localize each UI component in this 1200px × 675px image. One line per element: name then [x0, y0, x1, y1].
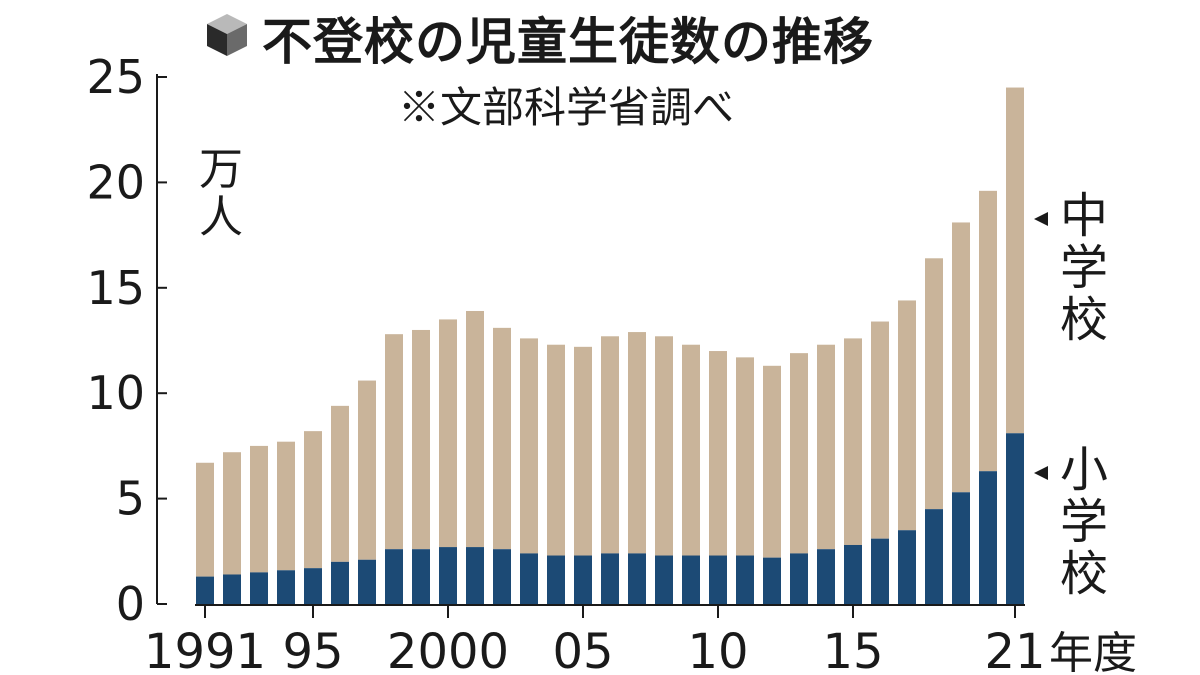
bar-elementary-2014 [817, 549, 835, 604]
bar-elementary-1991 [196, 576, 214, 604]
bar-elementary-1992 [223, 574, 241, 604]
bar-junior-high-2017 [898, 300, 916, 531]
bar-elementary-2008 [655, 555, 673, 604]
y-tick-label-0: 0 [116, 577, 145, 631]
bar-elementary-2007 [628, 553, 646, 604]
bar-elementary-2004 [547, 555, 565, 604]
source-note: ※文部科学省調べ [398, 83, 735, 132]
bar-junior-high-1994 [277, 441, 295, 571]
bar-junior-high-2005 [574, 346, 592, 556]
elementary-marker-icon [1034, 466, 1048, 480]
bar-junior-high-2010 [709, 351, 727, 556]
bar-elementary-2017 [898, 530, 916, 604]
y-tick-label-15: 15 [86, 261, 145, 315]
bar-junior-high-2012 [763, 365, 781, 558]
y-axis-unit-label: 万人 [199, 144, 243, 243]
bar-junior-high-2014 [817, 344, 835, 550]
bar-junior-high-1993 [250, 445, 268, 573]
chart-title: 不登校の児童生徒数の推移 [262, 13, 874, 71]
bar-elementary-2003 [520, 553, 538, 604]
bar-junior-high-1999 [412, 329, 430, 550]
bar-junior-high-2009 [682, 344, 700, 556]
bar-junior-high-1995 [304, 431, 322, 569]
x-tick-label-1991: 1991 [144, 624, 266, 675]
bar-elementary-1993 [250, 572, 268, 604]
bar-elementary-2019 [952, 492, 970, 604]
x-tick-label-21: 21 [984, 624, 1045, 675]
bar-elementary-2020 [979, 471, 997, 604]
bar-elementary-2021 [1006, 433, 1024, 604]
bar-elementary-2010 [709, 555, 727, 604]
cube-icon [207, 14, 247, 56]
bar-junior-high-2016 [871, 321, 889, 539]
bar-junior-high-2011 [736, 357, 754, 556]
bar-elementary-2009 [682, 555, 700, 604]
bar-elementary-2016 [871, 538, 889, 604]
bar-junior-high-2021 [1006, 87, 1024, 434]
bar-elementary-2005 [574, 555, 592, 604]
junior-high-marker-icon [1034, 212, 1048, 226]
bar-elementary-1994 [277, 570, 295, 604]
bar-junior-high-1991 [196, 462, 214, 577]
x-tick-label-05: 05 [552, 624, 613, 675]
bar-junior-high-1992 [223, 452, 241, 575]
bar-elementary-1996 [331, 561, 349, 604]
bar-junior-high-1998 [385, 334, 403, 550]
bar-junior-high-2007 [628, 332, 646, 554]
series-label-junior-high: 中学校 [1059, 188, 1108, 348]
bar-elementary-2015 [844, 544, 862, 604]
bar-junior-high-2019 [952, 222, 970, 493]
series-label-elementary: 小学校 [1059, 442, 1108, 602]
y-tick-label-5: 5 [116, 472, 145, 526]
x-tick-label-95: 95 [282, 624, 343, 675]
x-tick-label-2000: 2000 [387, 624, 509, 675]
bar-junior-high-2001 [466, 310, 484, 548]
bar-elementary-2002 [493, 549, 511, 604]
bar-elementary-1997 [358, 559, 376, 604]
bar-junior-high-2020 [979, 190, 997, 472]
bar-elementary-2011 [736, 555, 754, 604]
bar-elementary-2018 [925, 509, 943, 604]
bar-elementary-2006 [601, 553, 619, 604]
bar-elementary-2001 [466, 547, 484, 604]
bar-elementary-2000 [439, 547, 457, 604]
bar-junior-high-2008 [655, 336, 673, 556]
bar-junior-high-2015 [844, 338, 862, 545]
bar-junior-high-2002 [493, 327, 511, 550]
bar-junior-high-1996 [331, 405, 349, 562]
y-tick-label-20: 20 [86, 155, 145, 209]
y-tick-label-25: 25 [86, 50, 145, 104]
bar-elementary-1999 [412, 549, 430, 604]
bar-junior-high-2000 [439, 319, 457, 548]
bar-junior-high-2003 [520, 338, 538, 554]
bar-junior-high-1997 [358, 380, 376, 560]
bar-elementary-1998 [385, 549, 403, 604]
x-tick-label-15: 15 [822, 624, 883, 675]
x-tick-label-10: 10 [687, 624, 748, 675]
bar-junior-high-2006 [601, 336, 619, 554]
bar-elementary-2013 [790, 553, 808, 604]
y-tick-label-10: 10 [86, 366, 145, 420]
bar-junior-high-2013 [790, 353, 808, 554]
x-axis-unit-label: 年度 [1049, 628, 1137, 675]
bar-junior-high-2004 [547, 344, 565, 556]
bar-elementary-2012 [763, 557, 781, 604]
bar-elementary-1995 [304, 568, 322, 604]
bar-junior-high-2018 [925, 258, 943, 510]
